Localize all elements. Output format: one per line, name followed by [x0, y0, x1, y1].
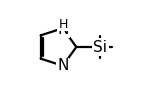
Text: N: N — [57, 58, 68, 73]
Text: N: N — [57, 22, 69, 37]
Text: Si: Si — [93, 39, 107, 55]
Text: H: H — [58, 18, 68, 31]
